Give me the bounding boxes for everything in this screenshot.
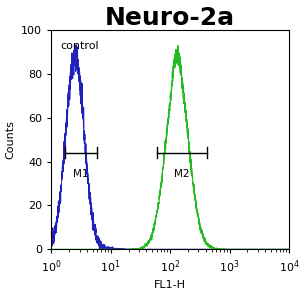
X-axis label: FL1-H: FL1-H <box>154 280 186 290</box>
Text: control: control <box>61 41 99 51</box>
Y-axis label: Counts: Counts <box>5 120 16 159</box>
Text: M1: M1 <box>74 169 89 179</box>
Title: Neuro-2a: Neuro-2a <box>105 6 235 30</box>
Text: M2: M2 <box>174 169 190 179</box>
